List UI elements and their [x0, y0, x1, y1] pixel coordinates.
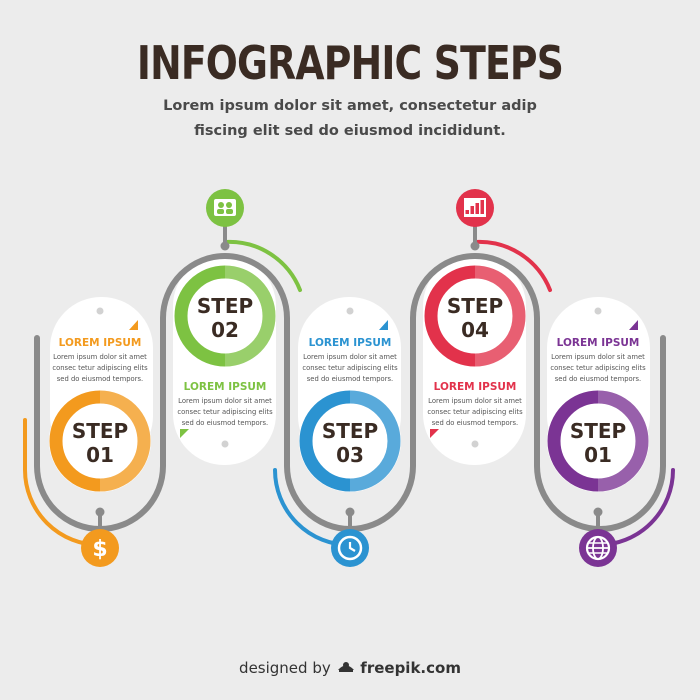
connector-dot	[220, 241, 230, 251]
step-text-2: LOREM IPSUM Lorem ipsum dolor sit amet con…	[177, 381, 273, 438]
clock-face	[337, 535, 363, 561]
accent-arc-2	[223, 239, 302, 292]
step-number: 01	[86, 443, 114, 467]
step-heading: LOREM IPSUM	[184, 381, 267, 393]
step-body-line: consec tetur adipiscing elits	[177, 408, 273, 416]
card-corner-flag	[180, 429, 189, 438]
person-head	[218, 202, 224, 208]
step-heading: LOREM IPSUM	[59, 337, 142, 349]
connector-dot	[95, 507, 105, 517]
step-text-3: LOREM IPSUM Lorem ipsum dolor sit amet con…	[302, 320, 398, 383]
ring-band	[49, 390, 151, 492]
step-number: 04	[461, 318, 489, 342]
step-text-5: LOREM IPSUM Lorem ipsum dolor sit amet con…	[550, 320, 646, 383]
card-corner-flag	[129, 320, 138, 330]
ring-center	[313, 404, 387, 478]
card-hole-dot	[221, 440, 229, 448]
people-frame	[214, 199, 236, 216]
step-word: STEP	[72, 419, 128, 443]
ring-center	[561, 404, 635, 478]
ring-highlight	[474, 265, 526, 367]
card-corner-flag	[430, 429, 439, 438]
step-body-line: Lorem ipsum dolor sit amet	[178, 397, 272, 405]
ring-highlight	[597, 390, 649, 492]
step-word: STEP	[197, 294, 253, 318]
person-head	[226, 202, 232, 208]
chart-bar	[470, 206, 474, 214]
footer-brand: freepik.com	[360, 659, 461, 677]
footer-credit: designed by freepik.com	[0, 659, 700, 677]
connector-dot	[470, 241, 480, 251]
ring-highlight	[224, 265, 276, 367]
step-body-line: Lorem ipsum dolor sit amet	[551, 353, 645, 361]
freepik-logo-icon	[336, 660, 356, 674]
dollar-icon: $	[81, 529, 119, 567]
step-body-line: consec tetur adipiscing elits	[302, 364, 398, 372]
connector-dot	[345, 507, 355, 517]
step-body-line: sed do eiusmod tempors.	[57, 375, 143, 383]
step-number: 01	[584, 443, 612, 467]
clock-hands	[348, 542, 356, 552]
bar-chart-icon	[456, 189, 494, 227]
chart-bar	[475, 203, 479, 214]
step-number: 02	[211, 318, 239, 342]
step-number: 03	[336, 443, 364, 467]
step-body-line: sed do eiusmod tempors.	[307, 375, 393, 383]
ring-highlight	[349, 390, 401, 492]
subtitle-line-2: fiscing elit sed do eiusmod incididunt.	[194, 123, 506, 139]
person-body	[217, 209, 224, 214]
ring-center	[438, 279, 512, 353]
step-body-line: consec tetur adipiscing elits	[52, 364, 148, 372]
subtitle-line-1: Lorem ipsum dolor sit amet, consectetur …	[163, 98, 537, 114]
globe-icon	[579, 529, 617, 567]
person-body	[226, 209, 233, 214]
ring-center	[188, 279, 262, 353]
infographic-title: INFOGRAPHIC STEPS	[136, 36, 564, 90]
connector-dot	[593, 507, 603, 517]
step-body-line: Lorem ipsum dolor sit amet	[428, 397, 522, 405]
step-heading: LOREM IPSUM	[557, 337, 640, 349]
step-body-line: Lorem ipsum dolor sit amet	[53, 353, 147, 361]
chart-bar	[465, 210, 469, 214]
step-body-line: sed do eiusmod tempors.	[432, 419, 518, 427]
card-corner-flag	[379, 320, 388, 330]
step-body-line: sed do eiusmod tempors.	[182, 419, 268, 427]
ring-center	[63, 404, 137, 478]
card-hole-dot	[96, 307, 104, 315]
ring-highlight	[99, 390, 151, 492]
icon-badge	[81, 529, 119, 567]
dollar-glyph: $	[92, 537, 107, 562]
people-icon	[206, 189, 244, 227]
ring-band	[174, 265, 276, 367]
card-hole-dot	[594, 307, 602, 315]
chart-bar	[480, 200, 484, 214]
step-word: STEP	[570, 419, 626, 443]
step-heading: LOREM IPSUM	[309, 337, 392, 349]
step-body-line: Lorem ipsum dolor sit amet	[303, 353, 397, 361]
ring-band	[299, 390, 401, 492]
card-corner-flag	[629, 320, 638, 330]
step-body-line: sed do eiusmod tempors.	[555, 375, 641, 383]
ring-band	[424, 265, 526, 367]
footer-prefix: designed by	[239, 659, 331, 677]
card-hole-dot	[471, 440, 479, 448]
step-text-1: LOREM IPSUM Lorem ipsum dolor sit amet con…	[52, 320, 148, 383]
clock-icon	[331, 529, 369, 567]
card-hole-dot	[346, 307, 354, 315]
step-text-4: LOREM IPSUM Lorem ipsum dolor sit amet con…	[427, 381, 523, 438]
step-word: STEP	[322, 419, 378, 443]
accent-arc-4	[473, 239, 552, 292]
step-word: STEP	[447, 294, 503, 318]
step-body-line: consec tetur adipiscing elits	[427, 408, 523, 416]
step-heading: LOREM IPSUM	[434, 381, 517, 393]
ring-band	[547, 390, 649, 492]
step-body-line: consec tetur adipiscing elits	[550, 364, 646, 372]
